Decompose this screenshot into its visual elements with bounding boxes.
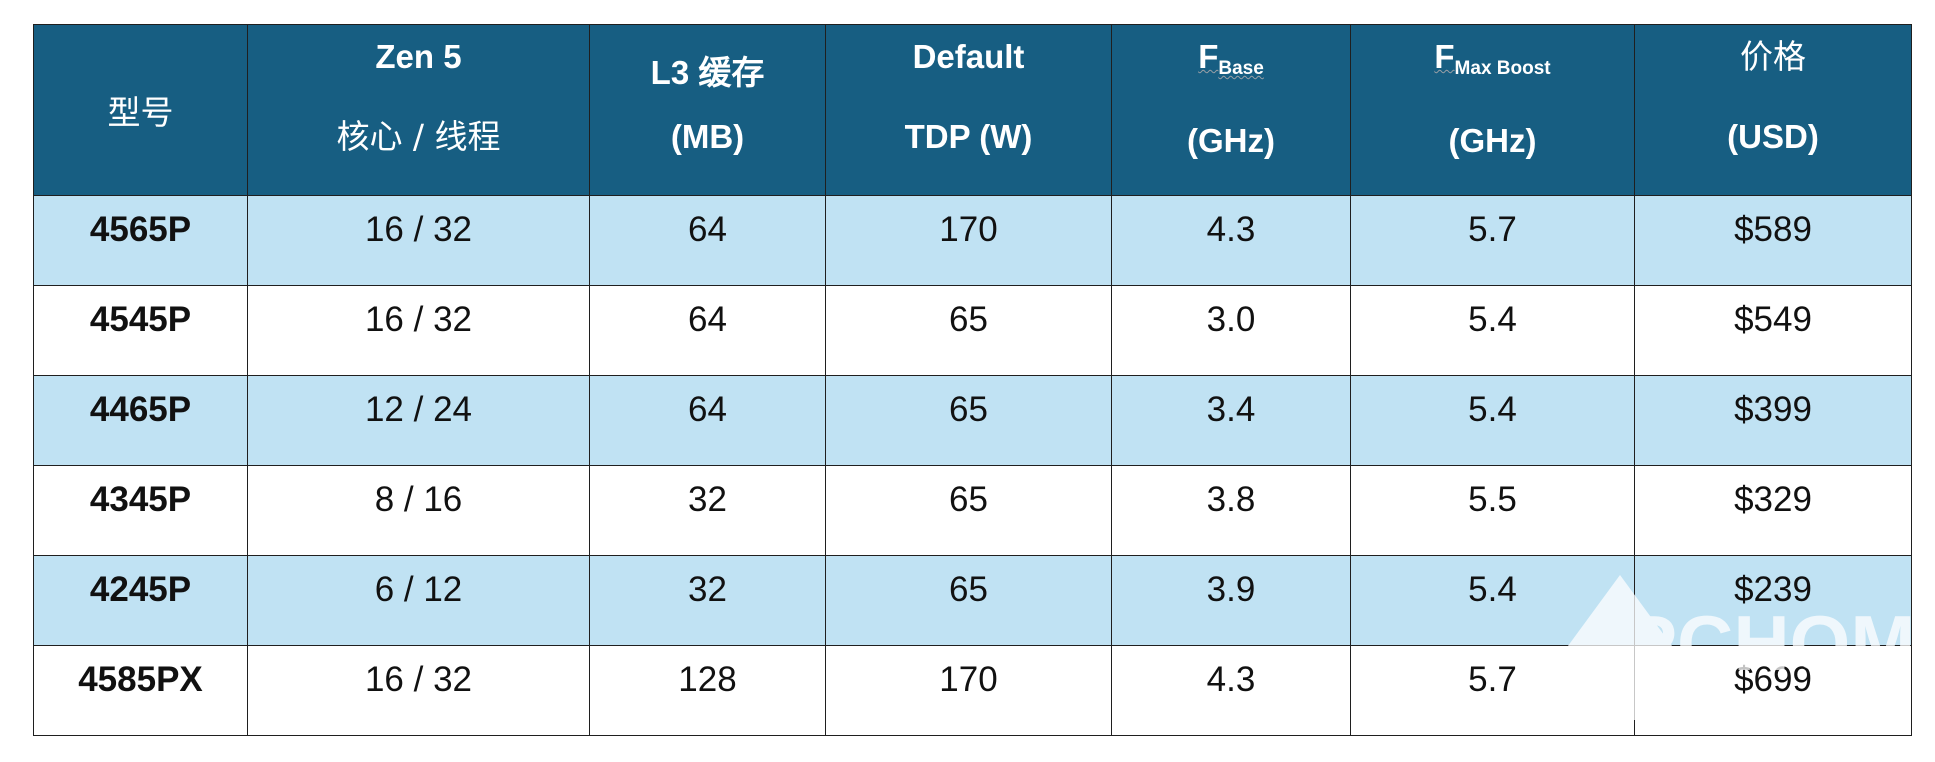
header-model: 型号 — [33, 24, 248, 196]
model-cell: 4585PX — [33, 645, 248, 736]
l3-cache-cell: 32 — [589, 555, 826, 646]
tdp-cell: 65 — [825, 285, 1112, 376]
house-logo-watermark-icon: PCHOME — [1565, 575, 1915, 720]
base-freq-cell: 3.0 — [1111, 285, 1351, 376]
tdp-cell: 170 — [825, 195, 1112, 286]
price-cell: $399 — [1634, 375, 1912, 466]
model-cell: 4545P — [33, 285, 248, 376]
l3-cache-cell: 64 — [589, 195, 826, 286]
tdp-cell: 65 — [825, 555, 1112, 646]
l3-cache-cell: 64 — [589, 375, 826, 466]
header-max-boost-freq: FMax Boost (GHz) — [1350, 24, 1635, 196]
cores-threads-cell: 16 / 32 — [247, 195, 590, 286]
base-freq-cell: 4.3 — [1111, 645, 1351, 736]
model-cell: 4345P — [33, 465, 248, 556]
header-l3-cache: L3 缓存 (MB) — [589, 24, 826, 196]
cores-threads-cell: 16 / 32 — [247, 285, 590, 376]
l3-cache-cell: 128 — [589, 645, 826, 736]
boost-freq-cell: 5.7 — [1350, 195, 1635, 286]
price-cell: $329 — [1634, 465, 1912, 556]
spec-table: 型号 Zen 5 核心 / 线程 L3 缓存 (MB) Default TDP … — [33, 24, 1912, 736]
l3-cache-cell: 32 — [589, 465, 826, 556]
base-freq-cell: 3.9 — [1111, 555, 1351, 646]
boost-freq-cell: 5.4 — [1350, 375, 1635, 466]
base-freq-cell: 3.8 — [1111, 465, 1351, 556]
watermark-text: PCHOME — [1625, 599, 1915, 687]
price-cell: $549 — [1634, 285, 1912, 376]
price-cell: $699 — [1634, 645, 1912, 736]
tdp-cell: 170 — [825, 645, 1112, 736]
price-cell: $239 — [1634, 555, 1912, 646]
table-row: 4465P 12 / 24 64 65 3.4 5.4 $399 — [33, 375, 1912, 466]
model-cell: 4245P — [33, 555, 248, 646]
table-row: 4585PX 16 / 32 128 170 4.3 5.7 $699 — [33, 645, 1912, 736]
cores-threads-cell: 16 / 32 — [247, 645, 590, 736]
model-cell: 4565P — [33, 195, 248, 286]
header-cores-threads: Zen 5 核心 / 线程 — [247, 24, 590, 196]
header-base-freq: FBase (GHz) — [1111, 24, 1351, 196]
header-price: 价格 (USD) — [1634, 24, 1912, 196]
tdp-cell: 65 — [825, 375, 1112, 466]
boost-freq-cell: 5.5 — [1350, 465, 1635, 556]
table-row: 4545P 16 / 32 64 65 3.0 5.4 $549 — [33, 285, 1912, 376]
base-freq-cell: 3.4 — [1111, 375, 1351, 466]
l3-cache-cell: 64 — [589, 285, 826, 376]
tdp-cell: 65 — [825, 465, 1112, 556]
base-freq-cell: 4.3 — [1111, 195, 1351, 286]
price-cell: $589 — [1634, 195, 1912, 286]
boost-freq-cell: 5.4 — [1350, 285, 1635, 376]
table-row: 4345P 8 / 16 32 65 3.8 5.5 $329 — [33, 465, 1912, 556]
table-row: 4245P 6 / 12 32 65 3.9 5.4 $239 — [33, 555, 1912, 646]
model-cell: 4465P — [33, 375, 248, 466]
cores-threads-cell: 8 / 16 — [247, 465, 590, 556]
table-row: 4565P 16 / 32 64 170 4.3 5.7 $589 — [33, 195, 1912, 286]
cores-threads-cell: 6 / 12 — [247, 555, 590, 646]
header-default-tdp: Default TDP (W) — [825, 24, 1112, 196]
header-row: 型号 Zen 5 核心 / 线程 L3 缓存 (MB) Default TDP … — [33, 24, 1912, 196]
cores-threads-cell: 12 / 24 — [247, 375, 590, 466]
